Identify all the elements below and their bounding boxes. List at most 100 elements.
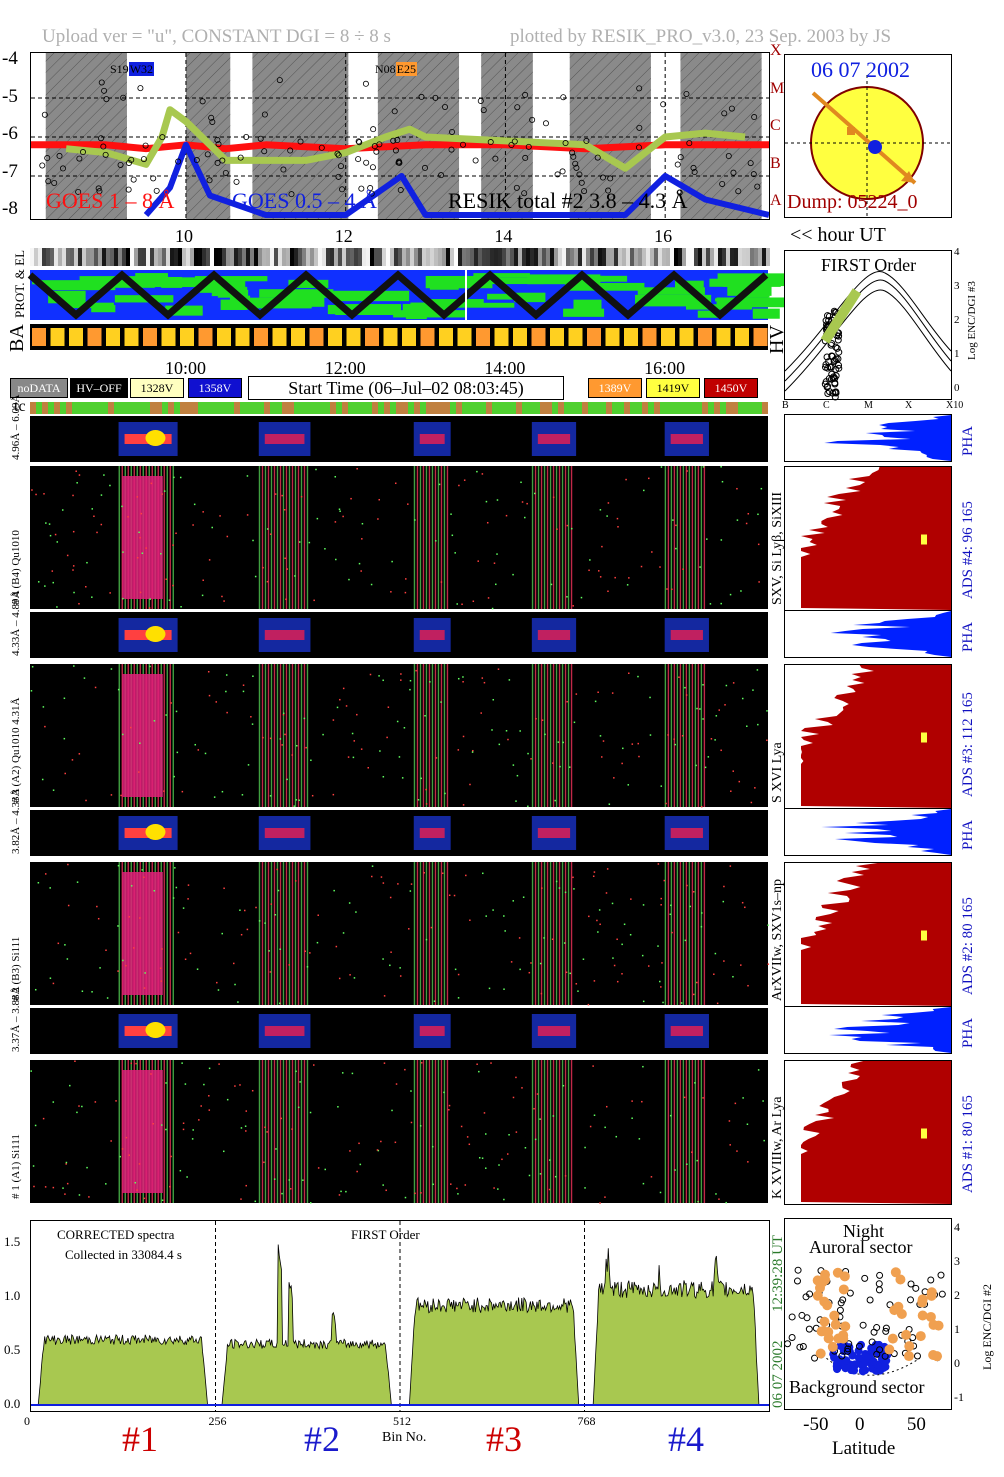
spectrogram-speck	[725, 1201, 727, 1204]
spectrogram-speck	[702, 684, 704, 686]
spectrogram-speck	[298, 541, 301, 543]
pha-peak	[145, 824, 166, 840]
spectrogram-speck	[360, 748, 363, 750]
spectrogram-speck	[716, 1002, 719, 1005]
spectrogram-speck	[670, 904, 672, 907]
hour-tick: 12	[334, 226, 353, 246]
spectrogram-stripe	[434, 664, 437, 807]
prot-cell	[470, 248, 474, 266]
prot-cell	[398, 248, 402, 266]
spectrogram-stripe	[294, 664, 297, 807]
goes-data-point	[76, 155, 83, 162]
goes-data-point	[508, 141, 515, 148]
spectrogram-stripe	[267, 466, 270, 609]
spectrogram-speck	[181, 790, 184, 793]
spectrogram-speck	[647, 965, 650, 967]
prot-cell	[298, 248, 302, 266]
spectrogram-speck	[49, 887, 51, 889]
goes-data-point	[683, 90, 690, 97]
latitude-point-orange	[903, 1351, 914, 1362]
spectrogram-2	[30, 664, 768, 808]
spectrogram-stripe	[261, 466, 264, 609]
marker-region-n08: N08E25	[375, 62, 418, 77]
spectrogram-speck	[382, 679, 384, 682]
spectrogram-speck	[145, 547, 147, 549]
spectrogram-speck	[420, 1192, 422, 1194]
latitude-point-orange	[830, 1319, 841, 1330]
prot-cell	[662, 248, 666, 266]
tc-cell	[240, 402, 246, 414]
spectrogram-speck	[370, 583, 373, 586]
spectrogram-speck	[621, 762, 623, 765]
hv-cell	[568, 328, 583, 346]
goes-data-point	[373, 148, 380, 155]
spectrogram-speck	[702, 466, 705, 468]
prot-cell	[482, 248, 486, 266]
pha-burst-core	[670, 828, 703, 838]
spectrogram-speck	[554, 799, 556, 802]
spectrogram-speck	[122, 551, 124, 553]
spectrogram-speck	[338, 508, 341, 510]
spectrogram-speck	[723, 960, 725, 962]
ads-histogram-svg	[801, 467, 951, 610]
spectrogram-speck	[165, 578, 167, 581]
tc-cell	[636, 402, 642, 414]
orbit-green-patch	[738, 289, 770, 298]
spectrogram-stripe	[570, 862, 573, 1005]
tc-cell	[354, 402, 360, 414]
spectrogram-speck	[313, 1064, 315, 1066]
spectrogram-speck	[172, 897, 175, 899]
goes-data-point	[51, 179, 58, 186]
spectrogram-speck	[471, 751, 474, 753]
orbit-green-patch	[249, 297, 312, 309]
spectrogram-speck	[351, 732, 354, 735]
spectrogram-stripe	[297, 862, 300, 1005]
spectrogram-speck	[67, 863, 69, 866]
spectrogram-speck	[48, 523, 51, 525]
spectrogram-speck	[117, 925, 119, 927]
spectrogram-speck	[221, 595, 223, 598]
hv-cell	[272, 328, 287, 346]
hv-cell	[661, 328, 675, 346]
spectrogram-speck	[282, 712, 285, 715]
spectrogram-speck	[593, 871, 596, 873]
prot-cell	[550, 248, 554, 266]
spectrogram-stripe	[555, 1060, 558, 1203]
spectrogram-stripe	[667, 862, 670, 1005]
spectrogram-speck	[527, 805, 529, 808]
prot-cell	[266, 248, 270, 266]
spectrogram-stripe	[558, 466, 561, 609]
legend-goes-long: GOES 1 – 8 Å	[46, 188, 175, 213]
spectrogram-speck	[262, 736, 264, 739]
spectrogram-speck	[192, 524, 194, 526]
spectrogram-speck	[31, 489, 33, 491]
spectrogram-speck	[266, 580, 269, 583]
spectrogram-speck	[121, 505, 123, 508]
spectrogram-speck	[616, 938, 618, 941]
spectrogram-speck	[628, 672, 630, 675]
spectrogram-speck	[608, 803, 611, 805]
hv-cell	[457, 328, 472, 346]
spectrogram-speck	[241, 794, 244, 796]
spectrogram-speck	[650, 1176, 653, 1178]
hv-cell	[439, 328, 453, 346]
tc-cell	[498, 402, 504, 414]
spectrogram-stripe	[270, 862, 273, 1005]
tc-cell	[408, 402, 414, 414]
hv-cell	[291, 328, 305, 346]
first-order-point	[825, 358, 833, 366]
spectrum-segment-#2	[221, 1244, 392, 1406]
spectrum-segment-#4	[592, 1248, 760, 1406]
tc-cell	[192, 402, 198, 414]
spectrogram-stripe	[682, 664, 685, 807]
tc-cell	[426, 402, 432, 414]
first-order-point	[830, 307, 838, 315]
tc-cell	[552, 402, 558, 414]
prot-cell	[694, 248, 698, 266]
goes-data-point	[522, 91, 529, 98]
latitude-point-blue	[874, 1350, 883, 1359]
ads-histogram-area	[801, 665, 951, 808]
spectrum-order: FIRST Order	[351, 1227, 420, 1242]
spectrogram-speck	[369, 673, 372, 676]
spectrogram-speck	[367, 767, 370, 769]
